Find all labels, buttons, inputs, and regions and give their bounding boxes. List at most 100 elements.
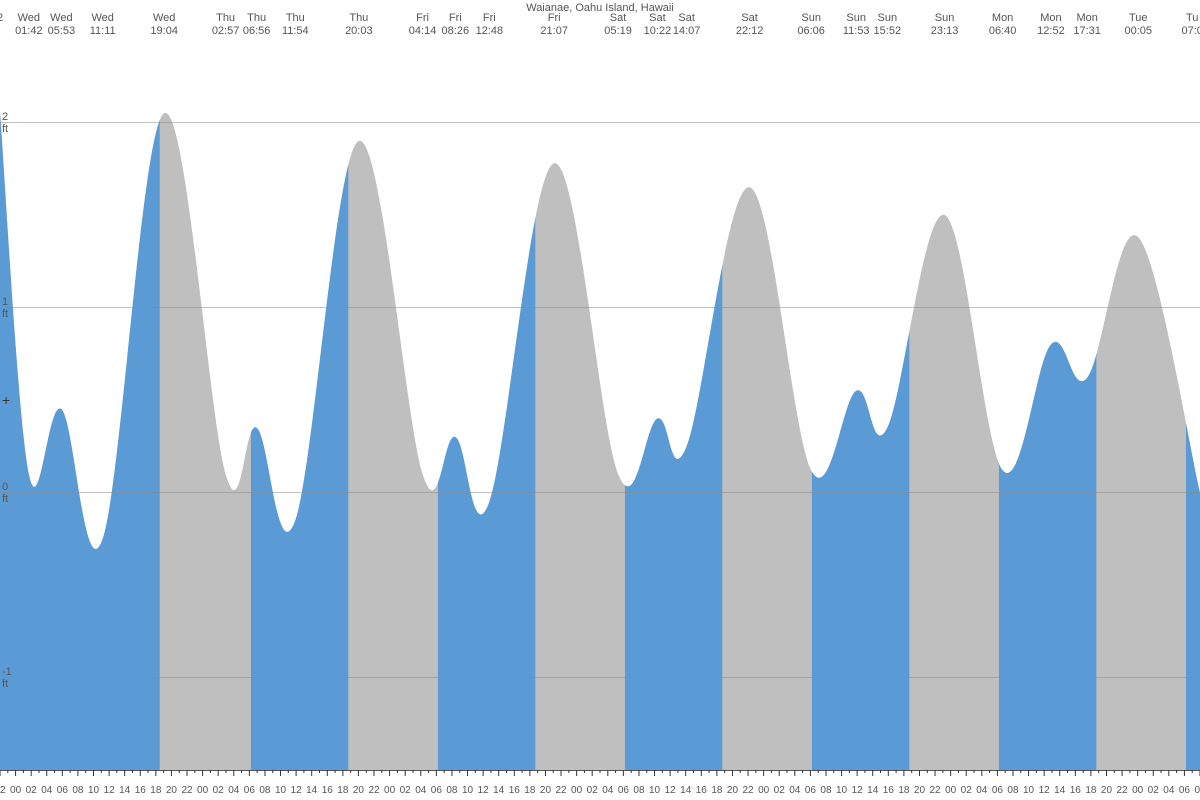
- x-hour-label: 20: [727, 785, 738, 796]
- x-hour-label: 10: [836, 785, 847, 796]
- tide-time-label: Mon12:52: [1037, 12, 1065, 37]
- x-hour-label: 06: [431, 785, 442, 796]
- y-axis-label: -1 ft: [2, 666, 14, 690]
- x-hour-label: 04: [41, 785, 52, 796]
- x-hour-label: 14: [493, 785, 504, 796]
- x-hour-label: 12: [478, 785, 489, 796]
- x-hour-label: 22: [181, 785, 192, 796]
- x-hour-label: 08: [1007, 785, 1018, 796]
- y-axis-label: 0 ft: [2, 481, 14, 505]
- tide-time-label: Thu06:56: [243, 12, 271, 37]
- x-hour-label: 12: [1039, 785, 1050, 796]
- x-hour-label: 12: [852, 785, 863, 796]
- tide-time-label: Thu11:54: [282, 12, 309, 37]
- tide-time-label: Mon06:40: [989, 12, 1017, 37]
- x-hour-label: 22: [555, 785, 566, 796]
- tide-time-label: Sun15:52: [874, 12, 902, 37]
- x-hour-label: 20: [540, 785, 551, 796]
- x-hour-label: 10: [275, 785, 286, 796]
- x-hour-label: 00: [384, 785, 395, 796]
- x-hour-label: 10: [1023, 785, 1034, 796]
- x-hour-label: 14: [1054, 785, 1065, 796]
- x-hour-label: 12: [665, 785, 676, 796]
- x-hour-label: 20: [166, 785, 177, 796]
- tide-time-label: Mon17:31: [1073, 12, 1101, 37]
- x-hour-label: 02: [213, 785, 224, 796]
- x-hour-label: 20: [1101, 785, 1112, 796]
- tide-time-label: 2: [0, 12, 3, 25]
- x-hour-label: 02: [774, 785, 785, 796]
- x-hour-label: 02: [1148, 785, 1159, 796]
- x-hour-label: 10: [649, 785, 660, 796]
- x-hour-label: 02: [400, 785, 411, 796]
- x-hour-label: 04: [1163, 785, 1174, 796]
- x-hour-label: 16: [696, 785, 707, 796]
- tide-time-label: Sat14:07: [673, 12, 701, 37]
- tide-time-label: Tue00:05: [1125, 12, 1153, 37]
- x-hour-label: 12: [104, 785, 115, 796]
- x-hour-label: 22: [1117, 785, 1128, 796]
- x-hour-label: 02: [961, 785, 972, 796]
- x-hour-label: 08: [820, 785, 831, 796]
- tide-time-label: Wed11:11: [90, 12, 116, 37]
- x-hour-label: 14: [119, 785, 130, 796]
- x-hour-label: 04: [789, 785, 800, 796]
- tide-time-label: Fri21:07: [540, 12, 568, 37]
- x-hour-label: 06: [57, 785, 68, 796]
- x-hour-label: 04: [228, 785, 239, 796]
- x-hour-label: 16: [883, 785, 894, 796]
- tide-time-label: Sat22:12: [736, 12, 764, 37]
- tide-time-label: Fri04:14: [409, 12, 437, 37]
- tide-time-label: Sat10:22: [644, 12, 672, 37]
- y-axis-label: 2 ft: [2, 111, 14, 135]
- x-hour-label: 16: [322, 785, 333, 796]
- tide-time-label: Wed19:04: [150, 12, 178, 37]
- x-hour-label: 06: [1179, 785, 1190, 796]
- x-hour-label: 18: [711, 785, 722, 796]
- tide-time-label: Sun06:06: [797, 12, 825, 37]
- x-hour-label: 18: [898, 785, 909, 796]
- x-hour-label: 06: [805, 785, 816, 796]
- x-hour-label: 14: [867, 785, 878, 796]
- x-hour-label: 08: [633, 785, 644, 796]
- tide-time-label: Thu20:03: [345, 12, 373, 37]
- x-hour-label: 06: [618, 785, 629, 796]
- x-hour-label: 04: [976, 785, 987, 796]
- x-hour-label: 10: [462, 785, 473, 796]
- x-hour-label: 14: [680, 785, 691, 796]
- x-hour-label: 00: [758, 785, 769, 796]
- x-hour-label: 00: [945, 785, 956, 796]
- x-hour-label: 08: [72, 785, 83, 796]
- x-hour-label: 20: [353, 785, 364, 796]
- x-hour-label: 22: [0, 785, 6, 796]
- y-marker-plus: +: [2, 392, 10, 408]
- x-hour-label: 16: [509, 785, 520, 796]
- x-hour-label: 06: [992, 785, 1003, 796]
- x-hour-label: 06: [244, 785, 255, 796]
- tide-time-label: Sun11:53: [843, 12, 870, 37]
- x-hour-label: 18: [337, 785, 348, 796]
- tide-time-label: Wed01:42: [15, 12, 43, 37]
- tide-time-label: Tu07:0: [1181, 12, 1200, 37]
- x-hour-label: 08: [446, 785, 457, 796]
- tide-time-label: Sat05:19: [604, 12, 632, 37]
- x-hour-label: 02: [587, 785, 598, 796]
- tide-time-label: Sun23:13: [931, 12, 959, 37]
- x-hour-label: 22: [930, 785, 941, 796]
- x-hour-label: 04: [415, 785, 426, 796]
- x-hour-label: 18: [150, 785, 161, 796]
- x-hour-label: 00: [10, 785, 21, 796]
- x-hour-label: 16: [1070, 785, 1081, 796]
- x-hour-label: 02: [26, 785, 37, 796]
- x-hour-label: 14: [306, 785, 317, 796]
- x-hour-label: 22: [368, 785, 379, 796]
- x-hour-label: 16: [135, 785, 146, 796]
- tide-time-label: Fri12:48: [476, 12, 504, 37]
- x-hour-label: 12: [291, 785, 302, 796]
- x-hour-label: 04: [602, 785, 613, 796]
- x-hour-label: 08: [1194, 785, 1200, 796]
- tide-time-label: Wed05:53: [48, 12, 76, 37]
- x-hour-label: 10: [88, 785, 99, 796]
- x-hour-label: 18: [1085, 785, 1096, 796]
- tide-time-label: Fri08:26: [442, 12, 470, 37]
